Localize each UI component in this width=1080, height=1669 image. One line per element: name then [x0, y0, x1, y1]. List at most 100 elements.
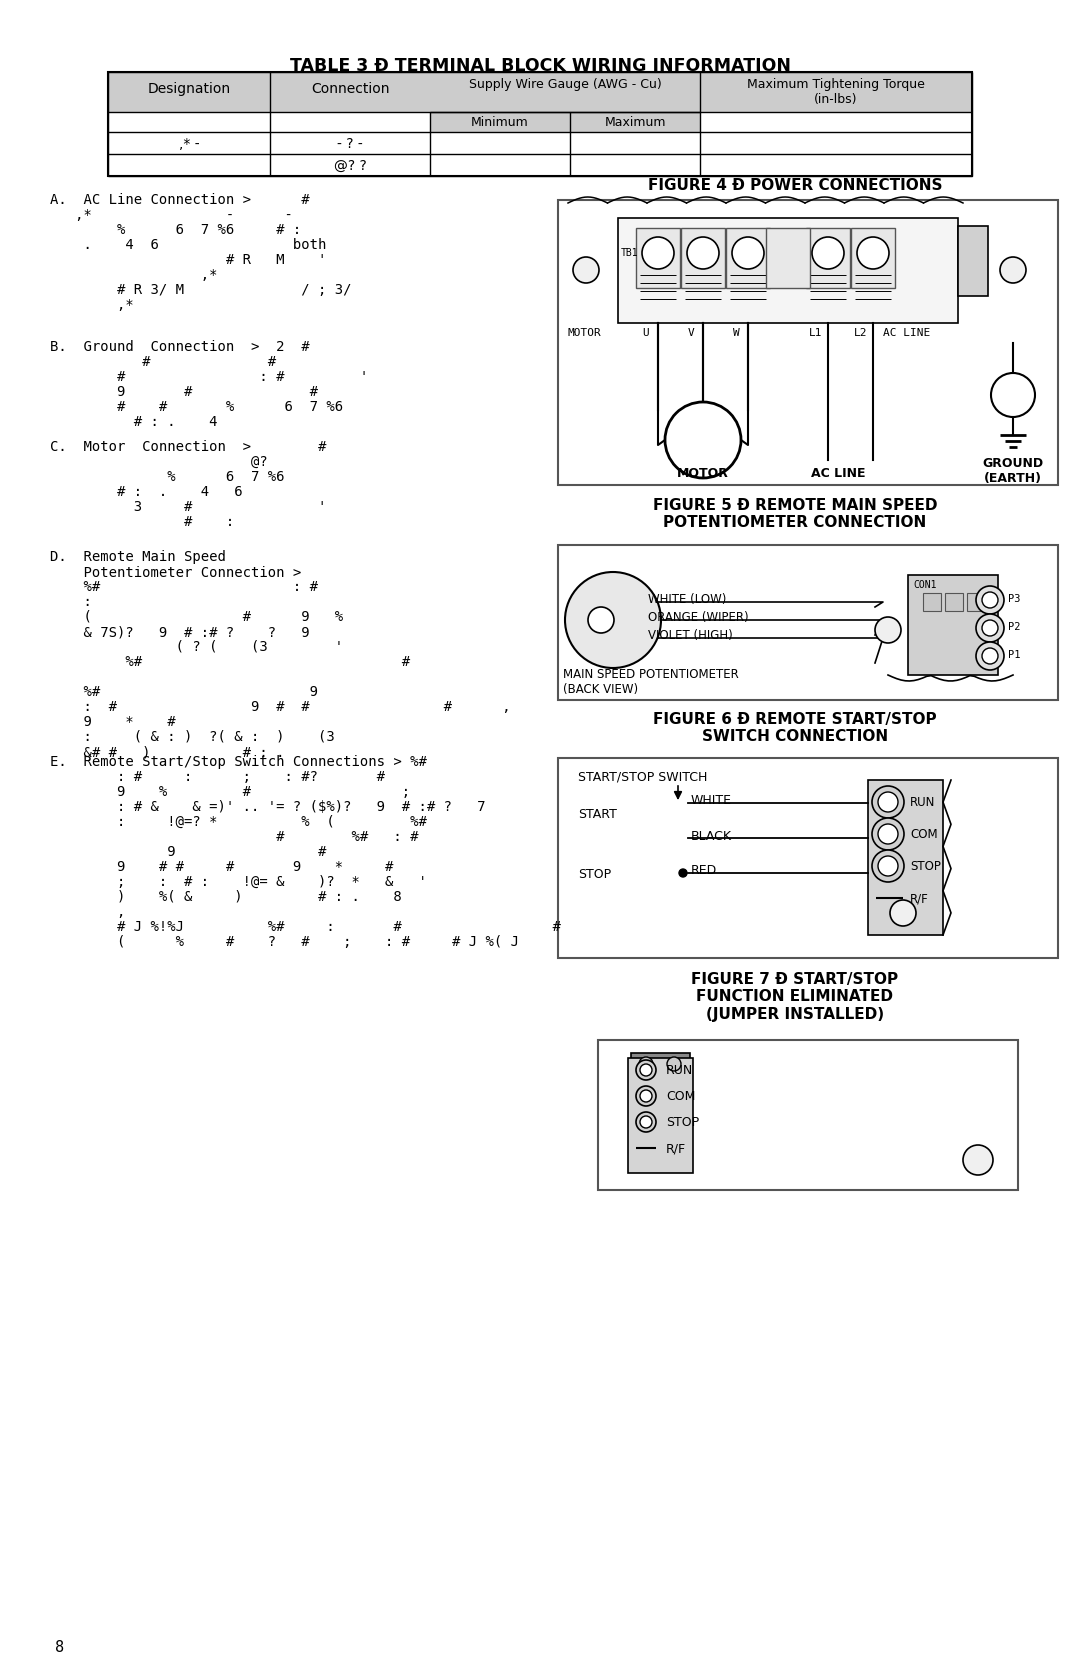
Circle shape	[976, 643, 1004, 669]
Text: TABLE 3 Ð TERMINAL BLOCK WIRING INFORMATION: TABLE 3 Ð TERMINAL BLOCK WIRING INFORMAT…	[289, 57, 791, 75]
Text: AC LINE: AC LINE	[883, 329, 930, 339]
Text: MOTOR: MOTOR	[568, 329, 602, 339]
Text: FIGURE 6 Ð REMOTE START/STOP
SWITCH CONNECTION: FIGURE 6 Ð REMOTE START/STOP SWITCH CONN…	[653, 713, 936, 744]
Bar	[558, 758, 1058, 958]
Text: : # &    & =)' .. '= ? ($%)?   9  # :# ?   7: : # & & =)' .. '= ? ($%)? 9 # :# ? 7	[50, 799, 486, 814]
Text: & 7S)?   9  # :# ?    ?   9: & 7S)? 9 # :# ? ? 9	[50, 624, 310, 639]
Circle shape	[640, 1090, 652, 1102]
Text: FIGURE 5 Ð REMOTE MAIN SPEED
POTENTIOMETER CONNECTION: FIGURE 5 Ð REMOTE MAIN SPEED POTENTIOMET…	[652, 497, 937, 531]
Circle shape	[878, 824, 897, 845]
Circle shape	[872, 850, 904, 881]
Text: #              #: # #	[50, 355, 276, 369]
Text: W: W	[732, 329, 740, 339]
Text: V: V	[688, 329, 694, 339]
Text: %      6  7 %6     # :: % 6 7 %6 # :	[50, 224, 301, 237]
Bar	[636, 229, 680, 289]
Text: E.  Remote Start/Stop Switch Connections > %#: E. Remote Start/Stop Switch Connections …	[50, 754, 427, 769]
Circle shape	[573, 257, 599, 284]
Text: TB1: TB1	[621, 249, 638, 259]
Bar	[726, 229, 770, 289]
Text: Maximum Tightening Torque
(in-lbs): Maximum Tightening Torque (in-lbs)	[747, 78, 924, 107]
Text: # R   M    ': # R M '	[50, 254, 326, 267]
Circle shape	[640, 1117, 652, 1128]
Text: 9    *    #: 9 * #	[50, 714, 176, 729]
Text: (BACK VIEW): (BACK VIEW)	[563, 683, 638, 696]
Text: WHITE: WHITE	[691, 794, 732, 808]
Text: Minimum: Minimum	[471, 117, 529, 129]
Bar	[766, 229, 810, 289]
Text: 9                 #: 9 #	[50, 845, 326, 860]
Text: WHITE (LOW): WHITE (LOW)	[648, 594, 727, 606]
Text: START/STOP SWITCH: START/STOP SWITCH	[578, 769, 707, 783]
Text: &# #   )           # : .: &# # ) # : .	[50, 744, 284, 759]
Bar	[681, 229, 725, 289]
Text: CON1: CON1	[913, 581, 936, 591]
Text: ORANGE (WIPER): ORANGE (WIPER)	[648, 611, 748, 624]
Text: R/F: R/F	[666, 1142, 686, 1155]
Text: ,*: ,*	[50, 299, 134, 312]
Text: FIGURE 7 Ð START/STOP
FUNCTION ELIMINATED
(JUMPER INSTALLED): FIGURE 7 Ð START/STOP FUNCTION ELIMINATE…	[691, 971, 899, 1021]
Bar	[923, 592, 941, 611]
Text: COM: COM	[666, 1090, 696, 1103]
Circle shape	[976, 586, 1004, 614]
Bar	[967, 592, 985, 611]
Text: %#                         9: %# 9	[50, 684, 318, 699]
Text: #    :: # :	[50, 516, 234, 529]
Text: 9    %         #                  ;: 9 % # ;	[50, 784, 410, 799]
Text: ,* -: ,* -	[178, 137, 200, 150]
Text: #                : #         ': # : # '	[50, 371, 368, 384]
Circle shape	[667, 1056, 681, 1071]
Text: COM: COM	[910, 828, 937, 841]
Text: %#                               #: %# #	[50, 654, 410, 669]
Text: U: U	[643, 329, 649, 339]
Text: P1: P1	[1008, 649, 1021, 659]
Text: :     ( & : )  ?( & :  )    (3: : ( & : ) ?( & : ) (3	[50, 729, 335, 744]
Circle shape	[636, 1112, 656, 1132]
Text: L1: L1	[809, 329, 823, 339]
Text: (      %     #    ?   #    ;    : #     # J %( J: ( % # ? # ; : # # J %( J	[50, 935, 519, 950]
Text: RUN: RUN	[666, 1065, 693, 1077]
Text: .    4  6                both: . 4 6 both	[50, 239, 326, 252]
Text: ,*                -      -: ,* - -	[50, 209, 293, 222]
Bar	[627, 1058, 693, 1173]
Bar	[598, 1040, 1018, 1190]
Text: STOP: STOP	[910, 860, 941, 873]
Circle shape	[679, 870, 687, 876]
Circle shape	[636, 1087, 656, 1107]
Circle shape	[1000, 257, 1026, 284]
Text: START: START	[578, 808, 617, 821]
Text: P3: P3	[1008, 594, 1021, 604]
Text: BLACK: BLACK	[691, 829, 732, 843]
Text: L2: L2	[854, 329, 867, 339]
Circle shape	[991, 372, 1035, 417]
Circle shape	[976, 614, 1004, 643]
Text: %      6  7 %6: % 6 7 %6	[50, 471, 284, 484]
Text: RUN: RUN	[910, 796, 935, 809]
Bar	[908, 576, 998, 674]
Text: %#                       : #: %# : #	[50, 581, 318, 594]
Circle shape	[890, 900, 916, 926]
Circle shape	[963, 1145, 993, 1175]
Text: # : .    4: # : . 4	[50, 416, 217, 429]
Text: Supply Wire Gauge (AWG - Cu): Supply Wire Gauge (AWG - Cu)	[469, 78, 661, 92]
Text: :: :	[50, 596, 92, 609]
Text: ,*: ,*	[50, 269, 217, 282]
Circle shape	[639, 1056, 653, 1071]
Circle shape	[875, 618, 901, 643]
Text: 9    # #     #       9    *     #: 9 # # # 9 * #	[50, 860, 393, 875]
Bar	[618, 219, 958, 324]
Circle shape	[872, 818, 904, 850]
Bar	[631, 1053, 690, 1075]
Text: )    %( &     )         # : .    8: ) %( & ) # : . 8	[50, 890, 402, 905]
Text: A.  AC Line Connection >      #: A. AC Line Connection > #	[50, 194, 310, 207]
Text: ,: ,	[50, 905, 125, 920]
Circle shape	[872, 786, 904, 818]
Text: 8: 8	[55, 1641, 64, 1656]
Text: D.  Remote Main Speed
    Potentiometer Connection >: D. Remote Main Speed Potentiometer Conne…	[50, 551, 301, 581]
Text: RED: RED	[691, 865, 717, 878]
Text: B.  Ground  Connection  >  2  #: B. Ground Connection > 2 #	[50, 340, 310, 354]
Circle shape	[982, 648, 998, 664]
Bar	[806, 229, 850, 289]
Text: # :  .    4   6: # : . 4 6	[50, 486, 243, 499]
Text: GROUND
(EARTH): GROUND (EARTH)	[983, 457, 1043, 486]
